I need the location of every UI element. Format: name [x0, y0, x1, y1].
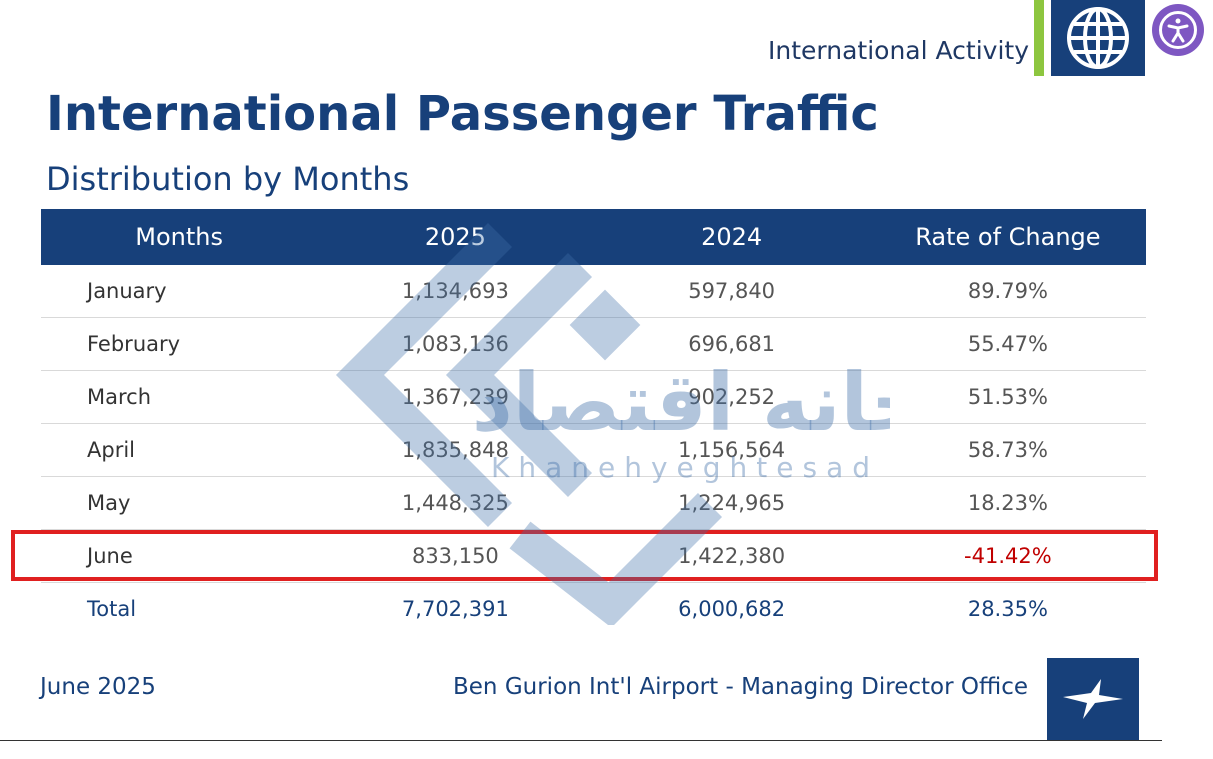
value-2024-cell: 902,252 [593, 370, 870, 424]
month-cell: April [41, 423, 318, 477]
table-row: January 1,134,693 597,840 89.79% [41, 265, 1146, 318]
month-cell: February [41, 317, 318, 371]
footer-office: Ben Gurion Int'l Airport - Managing Dire… [453, 674, 1028, 700]
value-2025-cell: 1,083,136 [317, 317, 594, 371]
section-label: International Activity [768, 36, 1029, 65]
month-cell: January [41, 265, 318, 318]
value-2024-cell: 1,422,380 [593, 529, 870, 583]
accessibility-button[interactable] [1152, 4, 1204, 56]
rate-cell: 55.47% [869, 317, 1146, 371]
rate-cell: 51.53% [869, 370, 1146, 424]
footer-date: June 2025 [40, 674, 156, 700]
bottom-divider [0, 740, 1162, 741]
month-cell: March [41, 370, 318, 424]
table-row: April 1,835,848 1,156,564 58.73% [41, 423, 1146, 477]
month-cell: May [41, 476, 318, 530]
rate-cell: 58.73% [869, 423, 1146, 477]
rate-cell-negative: -41.42% [869, 529, 1146, 583]
value-2025-cell: 1,448,325 [317, 476, 594, 530]
total-2024-cell: 6,000,682 [678, 597, 786, 621]
total-rate-cell: 28.35% [967, 597, 1048, 621]
rate-cell: 89.79% [869, 265, 1146, 318]
column-header-months: Months [41, 209, 318, 265]
value-2025-cell: 833,150 [317, 529, 594, 583]
globe-icon [1051, 0, 1145, 76]
value-2024-cell: 696,681 [593, 317, 870, 371]
table-row: March 1,367,239 902,252 51.53% [41, 370, 1146, 424]
value-2025-cell: 1,835,848 [317, 423, 594, 477]
table-row-highlighted: June 833,150 1,422,380 -41.42% [41, 529, 1146, 583]
value-2025-cell: 1,367,239 [317, 370, 594, 424]
table-row: May 1,448,325 1,224,965 18.23% [41, 476, 1146, 530]
table-total-row: Total 7,702,391 6,000,682 28.35% [41, 583, 1146, 636]
total-2025-cell: 7,702,391 [401, 597, 509, 621]
total-label: Total [87, 597, 137, 621]
rate-cell: 18.23% [869, 476, 1146, 530]
accessibility-icon [1159, 11, 1197, 49]
table-header-row: Months 2025 2024 Rate of Change [41, 209, 1146, 265]
column-header-rate: Rate of Change [869, 209, 1146, 265]
column-header-2024: 2024 [593, 209, 870, 265]
value-2025-cell: 1,134,693 [317, 265, 594, 318]
passenger-table: Months 2025 2024 Rate of Change January … [41, 209, 1146, 635]
page-title: International Passenger Traffic [46, 86, 879, 142]
value-2024-cell: 1,156,564 [593, 423, 870, 477]
page-subtitle: Distribution by Months [46, 160, 410, 198]
value-2024-cell: 597,840 [593, 265, 870, 318]
value-2024-cell: 1,224,965 [593, 476, 870, 530]
airport-logo-icon [1047, 658, 1139, 740]
table-row: February 1,083,136 696,681 55.47% [41, 317, 1146, 371]
month-cell: June [41, 529, 318, 583]
accent-bar [1034, 0, 1044, 76]
column-header-2025: 2025 [317, 209, 594, 265]
